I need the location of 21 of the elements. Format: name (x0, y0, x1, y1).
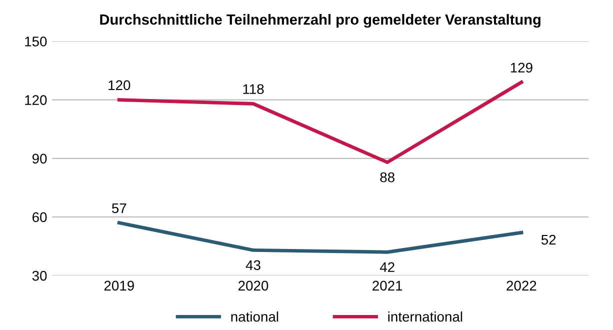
y-tick-label: 90 (32, 154, 47, 164)
data-label: 43 (246, 260, 260, 270)
legend-label: international (388, 311, 462, 322)
data-label: 129 (510, 62, 532, 73)
data-label: 42 (380, 262, 394, 272)
legend-label: national (231, 311, 278, 322)
data-label: 57 (112, 203, 126, 214)
y-tick-label: 60 (32, 212, 47, 222)
x-tick-label: 2022 (506, 280, 536, 291)
data-label: 120 (108, 80, 130, 90)
x-tick-label: 2020 (238, 280, 268, 291)
y-tick-label: 120 (25, 95, 47, 105)
data-label: 118 (243, 84, 264, 94)
x-tick-label: 2021 (372, 280, 402, 291)
line-series (117, 221, 524, 254)
data-label: 52 (541, 234, 556, 245)
y-tick-label: 150 (25, 36, 47, 46)
chart-title: Durchschnittliche Teilnehmerzahl pro gemeldeter Veranstaltung (100, 14, 540, 28)
data-label: 88 (380, 172, 394, 182)
x-tick-label: 2019 (104, 280, 134, 291)
y-tick-label: 30 (32, 270, 47, 281)
